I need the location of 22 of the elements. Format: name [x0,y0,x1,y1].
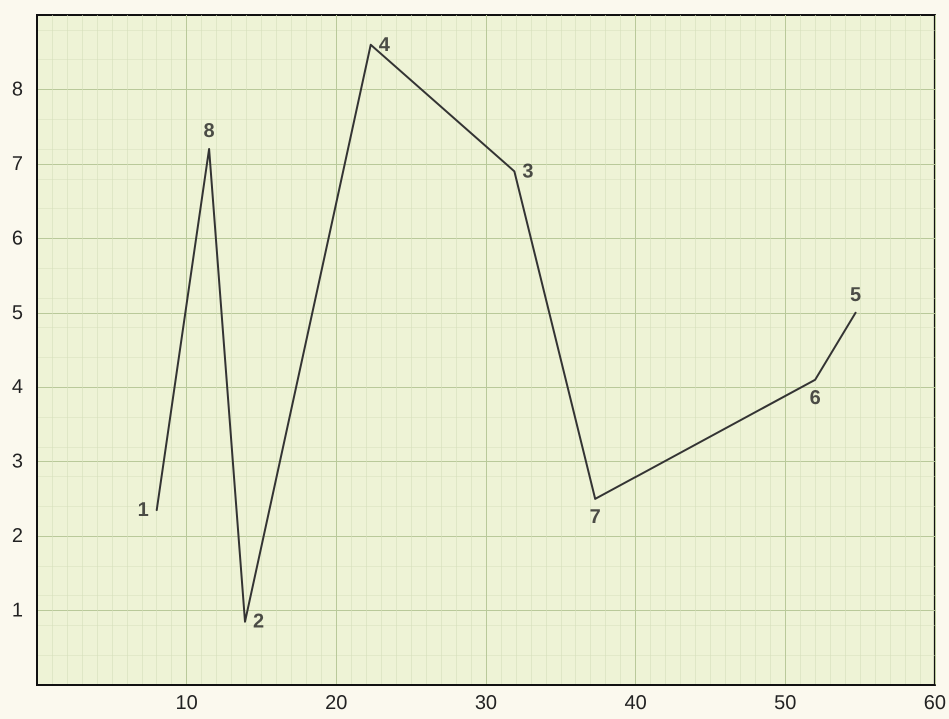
annotation: 4 [378,34,391,56]
y-tick-label: 3 [12,450,23,473]
x-tick-label: 50 [774,692,796,714]
y-tick-label: 4 [12,376,23,398]
annotation: 1 [138,499,149,522]
y-tick-label: 5 [12,302,23,324]
y-tick-label: 2 [12,525,23,548]
x-tick-label: 20 [325,692,348,714]
annotation: 5 [850,284,862,306]
annotation: 3 [522,160,534,182]
x-tick-label: 60 [924,692,946,714]
annotation: 7 [590,506,601,528]
x-tick-label: 10 [176,692,198,714]
y-tick-label: 1 [12,600,23,622]
y-tick-label: 8 [12,78,23,100]
y-tick-label: 6 [12,227,23,250]
y-tick-label: 7 [12,152,23,175]
annotation: 2 [253,610,264,633]
annotation: 8 [204,120,215,142]
x-tick-label: 40 [624,692,647,714]
annotation: 6 [810,386,821,409]
x-tick-label: 30 [474,692,498,714]
